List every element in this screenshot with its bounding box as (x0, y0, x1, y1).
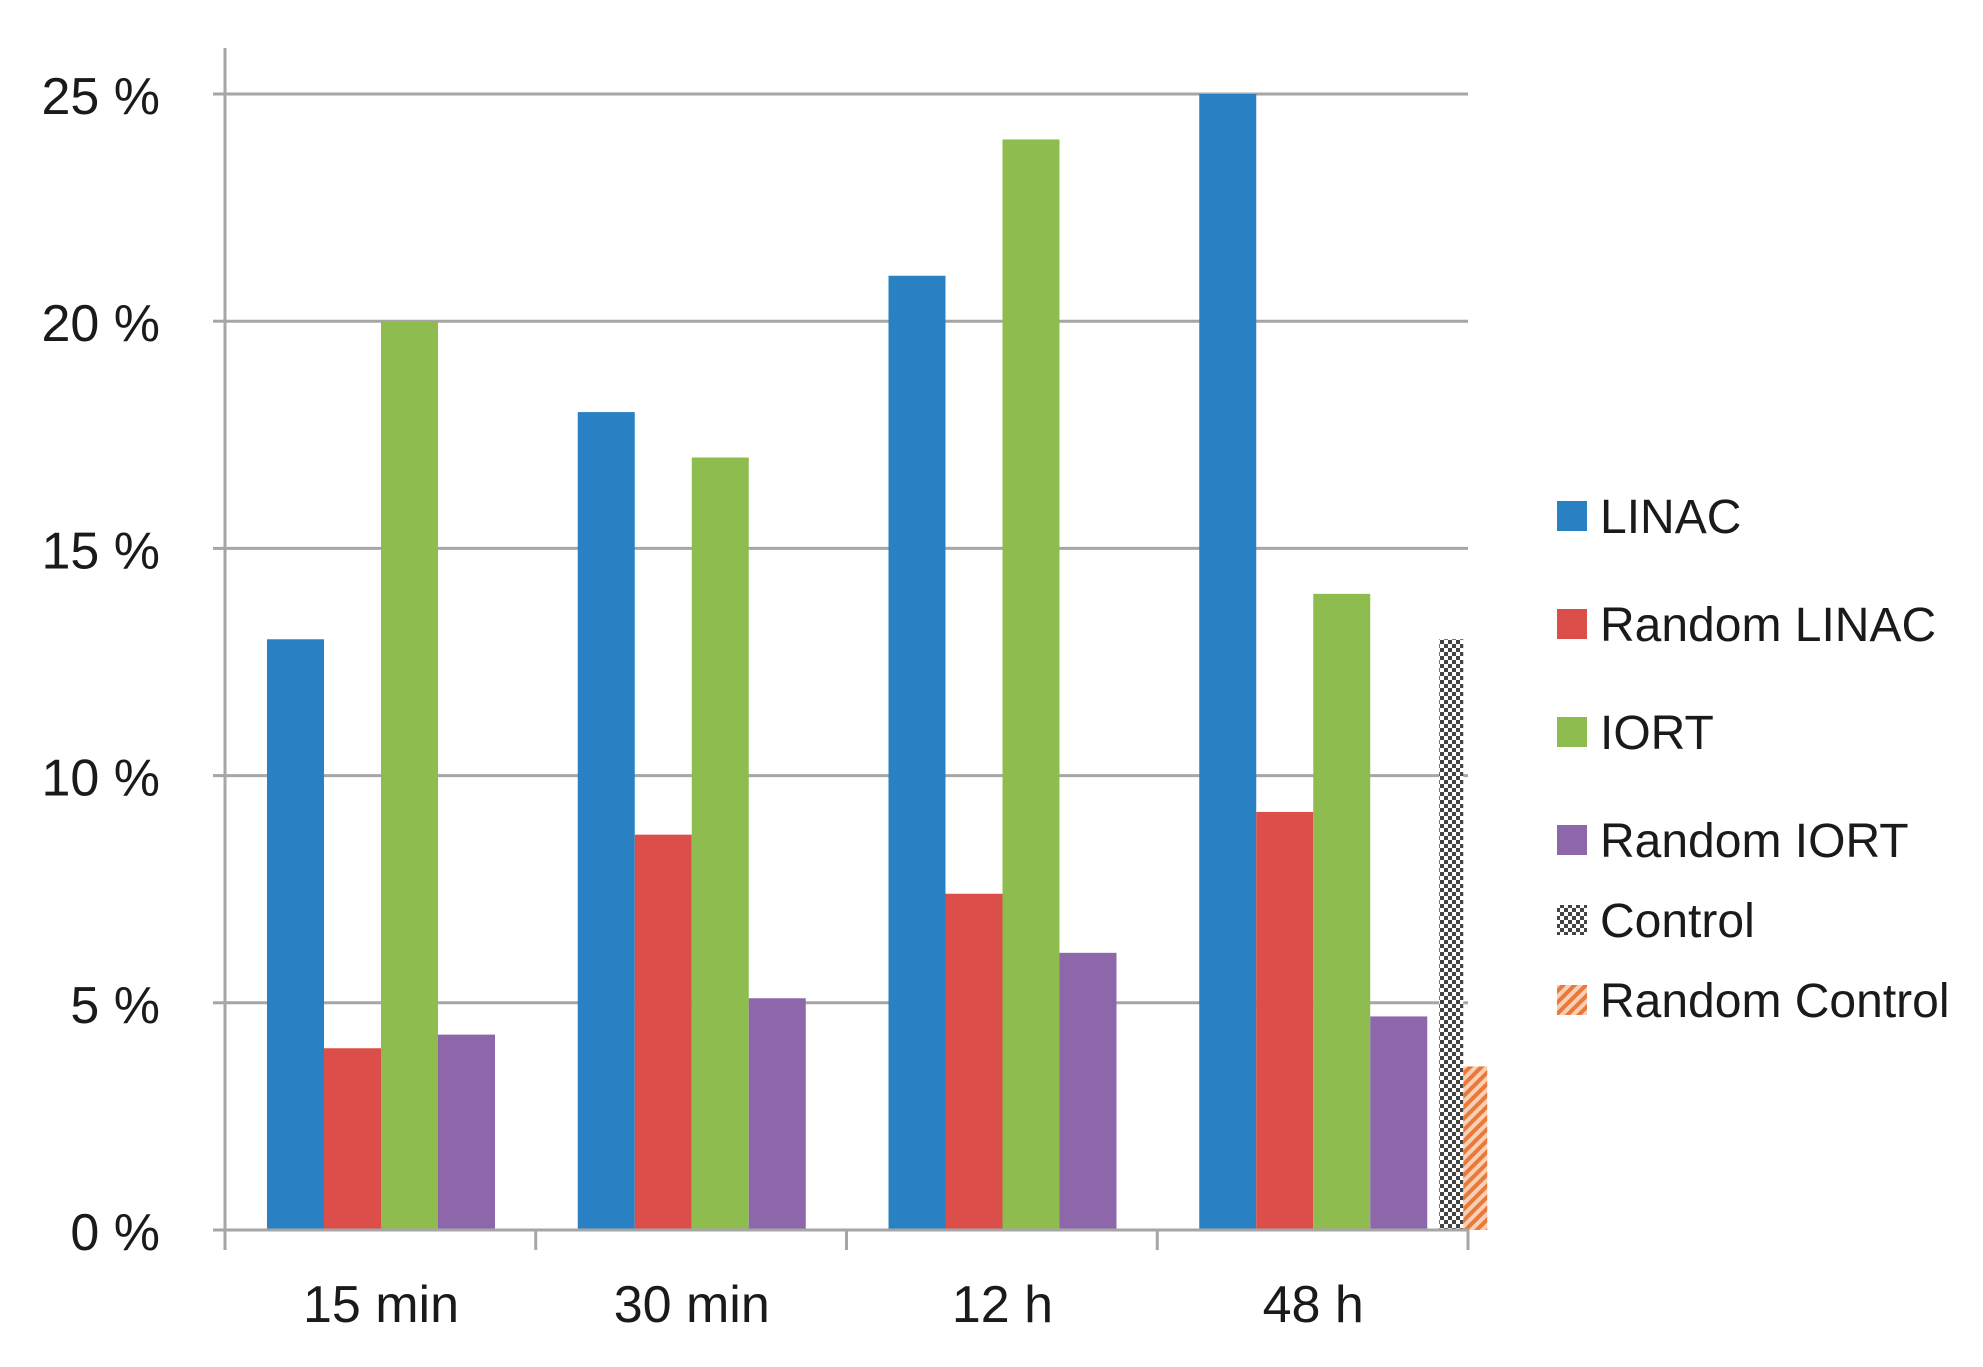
legend-swatch-random-iort (1557, 825, 1587, 855)
legend-label-linac: LINAC (1600, 491, 1741, 544)
bar-random-iort-30-min (748, 998, 806, 1230)
axes: 0 % 5 % 10 % 15 % 20 % 25 % 15 min 30 min 12 h 48… (41, 48, 1470, 1334)
x-tick-label: 30 min (614, 1276, 770, 1334)
bar-random-iort-12-h (1059, 952, 1117, 1230)
y-tick-label: 15 % (41, 522, 160, 580)
y-tick-label: 10 % (41, 750, 160, 808)
bar-iort-48-h (1313, 593, 1371, 1230)
legend-label-random-control: Random Control (1600, 975, 1950, 1028)
legend: LINAC Random LINAC IORT Random IORT Control R… (1557, 491, 1950, 1028)
legend-label-control: Control (1600, 895, 1755, 948)
y-tick-label: 5 % (70, 977, 160, 1035)
bar-random-linac-15-min (324, 1048, 381, 1230)
bar-iort-30-min (691, 457, 749, 1230)
legend-swatch-linac (1557, 501, 1587, 531)
legend-swatch-iort (1557, 717, 1587, 747)
legend-swatch-random-linac (1557, 609, 1587, 639)
x-tick-label: 12 h (952, 1276, 1053, 1334)
legend-swatch-random-control (1557, 985, 1587, 1015)
y-tick-label: 0 % (70, 1204, 160, 1262)
bar-random-linac-30-min (634, 834, 692, 1230)
bar-linac-30-min (577, 412, 635, 1231)
y-tick-label: 20 % (41, 295, 160, 353)
bar-random-control-48-h (1463, 1066, 1488, 1230)
legend-label-random-iort: Random IORT (1600, 815, 1909, 868)
legend-swatch-control (1557, 905, 1587, 935)
bar-control-48-h (1439, 639, 1464, 1230)
legend-label-random-linac: Random LINAC (1600, 599, 1936, 652)
bar-random-iort-48-h (1370, 1016, 1428, 1230)
bar-random-linac-48-h (1256, 811, 1314, 1230)
legend-label-iort: IORT (1600, 707, 1714, 760)
bar-linac-12-h (888, 275, 946, 1230)
bar-iort-12-h (1002, 139, 1060, 1231)
bar-random-linac-12-h (945, 893, 1003, 1230)
bar-iort-15-min (381, 321, 438, 1230)
bars (267, 94, 1488, 1231)
bar-linac-15-min (267, 639, 324, 1230)
x-tick-label: 48 h (1263, 1276, 1364, 1334)
bar-random-iort-15-min (438, 1034, 495, 1230)
y-tick-label: 25 % (41, 68, 160, 126)
bar-linac-48-h (1199, 94, 1257, 1230)
x-tick-label: 15 min (303, 1276, 459, 1334)
